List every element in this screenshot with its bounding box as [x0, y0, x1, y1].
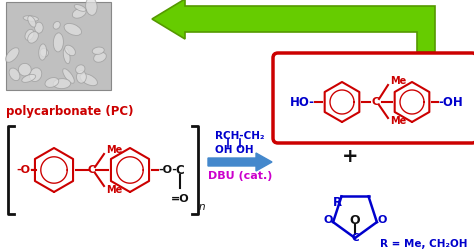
Ellipse shape — [76, 65, 85, 74]
Text: C: C — [88, 165, 96, 175]
Text: HO-: HO- — [290, 96, 315, 109]
Text: C: C — [372, 97, 380, 107]
Text: O: O — [377, 215, 387, 225]
Ellipse shape — [25, 29, 34, 40]
Ellipse shape — [45, 78, 59, 87]
Text: R: R — [333, 196, 342, 209]
Ellipse shape — [74, 5, 86, 11]
Ellipse shape — [9, 68, 20, 81]
Ellipse shape — [29, 68, 42, 82]
Text: R = Me, CH₂OH: R = Me, CH₂OH — [380, 239, 467, 249]
Ellipse shape — [39, 44, 46, 60]
Text: C: C — [176, 164, 184, 176]
Ellipse shape — [28, 16, 36, 27]
FancyArrow shape — [208, 153, 272, 171]
Text: -O-: -O- — [16, 165, 35, 175]
Ellipse shape — [64, 23, 82, 36]
Text: -OH: -OH — [438, 96, 463, 109]
Text: +: + — [342, 146, 358, 166]
Ellipse shape — [80, 74, 98, 86]
Ellipse shape — [73, 8, 86, 18]
Text: O: O — [350, 213, 360, 227]
FancyBboxPatch shape — [273, 53, 474, 143]
Ellipse shape — [53, 21, 60, 29]
Ellipse shape — [64, 45, 75, 56]
Ellipse shape — [23, 16, 38, 21]
Text: Me: Me — [106, 145, 122, 155]
Ellipse shape — [63, 69, 74, 83]
Ellipse shape — [6, 48, 19, 62]
Text: Me: Me — [106, 185, 122, 195]
Text: polycarbonate (PC): polycarbonate (PC) — [6, 106, 134, 118]
Ellipse shape — [18, 64, 31, 76]
Ellipse shape — [53, 79, 71, 89]
Text: RCH-CH₂: RCH-CH₂ — [215, 131, 265, 141]
Text: C: C — [351, 233, 359, 243]
Ellipse shape — [94, 52, 106, 62]
Ellipse shape — [22, 74, 36, 82]
Ellipse shape — [76, 71, 86, 83]
Text: Me: Me — [390, 116, 406, 126]
Text: Me: Me — [390, 76, 406, 86]
Ellipse shape — [54, 33, 64, 52]
Polygon shape — [152, 0, 435, 52]
Ellipse shape — [27, 32, 38, 43]
Ellipse shape — [35, 22, 43, 33]
Text: n: n — [199, 202, 206, 212]
Text: =O: =O — [171, 194, 189, 204]
Ellipse shape — [40, 48, 48, 57]
Ellipse shape — [86, 0, 97, 15]
Text: DBU (cat.): DBU (cat.) — [208, 171, 272, 181]
Text: -O-: -O- — [158, 165, 177, 175]
FancyBboxPatch shape — [6, 2, 111, 90]
Ellipse shape — [63, 48, 70, 64]
Text: OH OH: OH OH — [215, 145, 253, 155]
Text: O: O — [323, 215, 333, 225]
Ellipse shape — [92, 47, 104, 54]
